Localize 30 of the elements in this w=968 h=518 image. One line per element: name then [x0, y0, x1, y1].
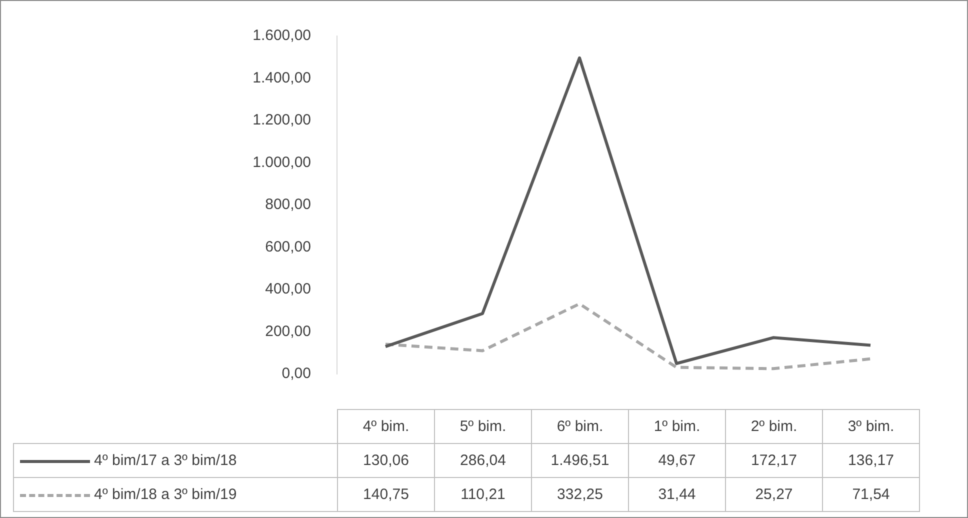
data-label: 332,25 [532, 478, 628, 512]
data-label: 136,17 [822, 444, 920, 478]
data-label: 71,54 [822, 478, 920, 512]
data-label: 49,67 [628, 444, 726, 478]
y-tick-label: 1.000,00 [252, 154, 311, 171]
line-series [384, 302, 872, 370]
data-label: 172,17 [726, 444, 822, 478]
x-tick-label: 2º bim. [726, 410, 822, 444]
data-label: 25,27 [726, 478, 822, 512]
y-tick-label: 800,00 [265, 196, 311, 214]
y-tick-label: 1.400,00 [252, 69, 311, 86]
legend-label: 4º bim/18 a 3º bim/19 [14, 478, 338, 512]
legend-label: 4º bim/17 a 3º bim/18 [14, 444, 338, 478]
data-label: 1.496,51 [532, 444, 628, 478]
x-tick-label: 5º bim. [434, 410, 532, 444]
data-label: 110,21 [434, 478, 532, 512]
x-tick-label: 3º bim. [822, 410, 920, 444]
data-label: 31,44 [628, 478, 726, 512]
data-label: 286,04 [434, 444, 532, 478]
x-tick-label: 1º bim. [628, 410, 726, 444]
y-tick-label: 400,00 [265, 280, 311, 298]
y-tick-label: 1.200,00 [252, 112, 311, 129]
x-tick-label: 4º bim. [338, 410, 434, 444]
data-label: 130,06 [338, 444, 434, 478]
y-tick-label: 1.600,00 [252, 27, 311, 44]
y-tick-label: 600,00 [265, 238, 311, 256]
y-tick-label: 200,00 [265, 322, 311, 340]
data-label: 140,75 [338, 478, 434, 512]
y-tick-label: 0,00 [282, 365, 311, 382]
x-tick-label: 6º bim. [532, 410, 628, 444]
